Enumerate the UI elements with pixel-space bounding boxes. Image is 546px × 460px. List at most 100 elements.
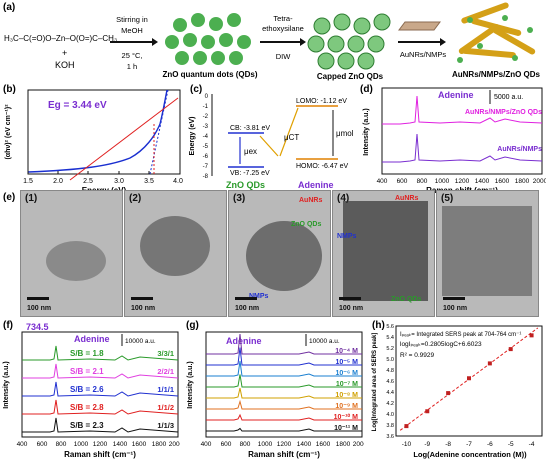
step1-cond: 25 °C, 1 h [121,51,143,71]
tick-c-6: -6 [203,154,209,160]
tick-f-8: 2000 [169,441,180,448]
c-zno: ZnO QDs [226,180,265,190]
tick-g-4: 1200 [277,441,292,448]
c-adenine: Adenine [298,180,334,190]
panel-label-e: (e) [3,192,16,203]
scalebar-3 [235,297,257,300]
h-data-point [487,361,492,366]
tem-image-4: (4) AuNRs NMPs ZnO QDs 100 nm [332,190,435,317]
tick-c-8: -8 [203,174,209,180]
tick-d-2: 800 [417,178,428,185]
panel-label-g: (g) [186,320,199,331]
panel-label-c: (c) [190,84,203,95]
plus-sign: + [62,48,68,58]
h-data-point [508,347,513,352]
f-sb-label: S/B = 2.6 [70,385,104,394]
tick-b-1: 1.5 [23,178,33,185]
tick-b-6: 4.0 [173,178,183,185]
scalebar-2 [131,297,153,300]
tick-b-4: 3.0 [114,178,124,185]
step2-text: Tetra- ethoxysilane [262,14,304,33]
f-sb-label: S/B = 2.3 [70,421,104,430]
g-xlabel: Raman shift (cm⁻¹) [248,450,320,459]
product1-label: ZnO quantum dots (QDs) [162,70,258,79]
product3-label: AuNRs/NMPs/ZnO QDs [451,70,540,79]
panel-b-xticks [27,171,181,174]
h-xtick: -4 [529,441,535,448]
c-homo: HOMO: -6.47 eV [296,163,348,170]
g-conc-label: 10⁻⁹ M [335,403,358,410]
tick-f-5: 1400 [113,441,128,448]
panel-h-plot: Iₚₑₐₖ= Integrated SERS peak at 704-764 c… [372,324,543,459]
tem-image-2: (2) 100 nm [124,190,227,317]
g-title: Adenine [226,336,262,346]
tick-d-7: 1800 [515,178,530,185]
f-title: Adenine [74,334,110,344]
f-spectrum-line [22,399,179,415]
g-conc-label: 10⁻⁵ M [335,359,358,366]
g-spectrum-line [206,374,362,388]
tem-texture-3 [246,221,322,291]
panel-c-diagram: 0 -1 -2 -3 -4 -5 -6 -7 -8 Energy (eV) CB… [189,94,354,190]
g-spectrum-line [206,387,362,399]
c-vb: VB: -7.25 eV [230,170,270,177]
h-line3: R² = 0.9929 [400,352,435,359]
d-scale: 5000 a.u. [494,94,523,101]
g-spectra: 10⁻⁴ M 10⁻⁵ M 10⁻⁶ M 10⁻⁷ M 10⁻⁸ M 10⁻⁹ M 10⁻¹… [206,333,362,432]
f-peak: 734.5 [26,322,49,332]
f-xlabel: Raman shift (cm⁻¹) [64,450,136,459]
zno-qd-cluster-icon [165,13,251,65]
tick-c-5: -5 [203,144,209,150]
tick-c-3: -3 [203,124,209,130]
scalebar-1 [27,297,49,300]
h-ytick: 4.4 [386,390,394,396]
tick-b-2: 2.0 [53,178,63,185]
tick-d-4: 1200 [455,178,470,185]
h-line1: Iₚₑₐₖ= Integrated SERS peak at 704-764 c… [400,332,521,338]
scheme-arrows [110,2,536,70]
tick-g-2: 800 [240,441,251,448]
tick-c-2: -2 [203,114,209,120]
f-sb-label: S/B = 1.8 [70,349,104,358]
f-scale: 10000 a.u. [125,338,156,345]
panel-label-h: (h) [372,320,385,331]
tick-f-0: 400 [17,441,28,448]
g-ylabel: Intensity (a.u.) [187,361,194,408]
panel-g-plot: Adenine 10000 a.u. 10⁻⁴ M10⁻⁵ M10⁻⁶ M10⁻… [187,331,364,459]
h-ytick: 5.0 [386,357,394,363]
g-conc-label: 10⁻⁸ M [335,392,358,399]
tick-f-1: 600 [37,441,48,448]
tick-f-2: 800 [56,441,67,448]
h-ytick: 3.6 [386,434,394,440]
panel-d-plot: Adenine 5000 a.u. AuNRs/NMPs/ZnO QDs AuN… [363,87,546,195]
c-lumo: LOMO: -1.12 eV [296,98,347,105]
aunr-substrate-icon [398,21,441,31]
g-spectrum-line [206,427,362,432]
f-sb-label: S/B = 2.8 [70,403,104,412]
h-data-point [446,391,451,396]
tick-g-8: 2000 [353,441,364,448]
f-ratio-label: 2/2/1 [157,367,174,376]
g-spectrum-line [206,333,362,355]
panel-label-f: (f) [3,320,13,331]
h-xtick: -8 [445,441,451,448]
tick-d-8: 2000 [533,178,546,185]
tick-g-0: 400 [201,441,212,448]
tick-d-6: 1600 [495,178,510,185]
f-ratio-label: 1/1/3 [157,421,174,430]
tem-image-5: (5) 100 nm [436,190,539,317]
g-conc-label: 10⁻⁴ M [335,348,358,355]
h-ytick: 4.8 [386,368,394,374]
h-ytick: 5.4 [386,335,394,341]
f-spectrum-line [22,381,179,397]
h-ytick: 4.0 [386,412,394,418]
c-ylabel: Energy (eV) [189,117,196,156]
f-ratio-label: 3/3/1 [157,349,174,358]
h-ylabel: Log[Integrated area of SERS peak] [372,333,378,432]
d-series1: AuNRs/NMPs/ZnO QDs [465,109,542,116]
scalebar-4 [339,297,361,300]
g-conc-label: 10⁻⁷ M [336,381,358,388]
tick-c-1: -1 [203,104,209,110]
tick-g-1: 600 [221,441,232,448]
d-ylabel: Intensity (a.u.) [363,108,370,155]
